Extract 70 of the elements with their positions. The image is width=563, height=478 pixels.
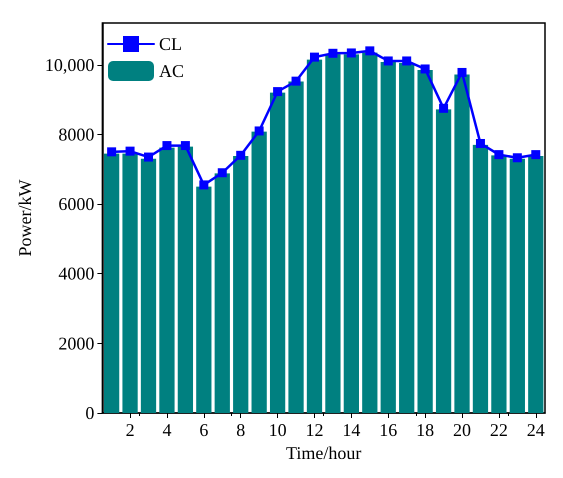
bar [344,54,359,413]
x-tick-label: 20 [453,420,472,440]
bar [122,154,138,413]
point [439,104,448,113]
x-tick-label: 6 [199,420,208,440]
bar [491,155,507,413]
bar [270,92,286,413]
bar [178,146,194,413]
bar [233,156,248,413]
point [273,87,282,96]
point [126,146,135,156]
x-tick-label: 22 [490,420,508,440]
y-tick-label: 8000 [58,124,94,144]
point [254,126,264,136]
point [144,152,154,162]
point [365,46,374,56]
x-tick-label: 16 [379,420,398,440]
y-tick-label: 2000 [58,333,94,354]
point [531,150,540,160]
bar [436,109,452,413]
point [236,150,246,160]
bar [196,186,212,413]
y-tick-label: 4000 [58,264,94,284]
point [107,147,116,156]
point [402,56,412,66]
legend-label: CL [159,34,182,54]
bar [325,54,341,413]
bar [417,70,433,413]
bar [104,154,120,413]
point [328,48,338,58]
point [292,76,301,86]
legend-label: AC [159,61,184,81]
point [218,168,227,178]
x-axis-title: Time/hour [286,442,362,463]
bar [214,173,230,413]
point [458,68,467,77]
x-tick-label: 10 [268,420,287,440]
bar [140,158,156,413]
point [420,64,430,74]
x-tick-label: 4 [162,420,172,440]
x-tick-label: 18 [416,420,434,440]
x-tick-label: 12 [305,420,324,440]
point [512,153,522,162]
bar [399,63,414,413]
point [476,138,485,148]
point [180,141,190,150]
bar [472,144,488,413]
y-axis-title: Power/kW [15,180,35,256]
point [346,48,356,58]
bar [528,156,544,413]
y-tick-label: 10,000 [44,54,94,75]
point [384,56,393,66]
point [310,52,319,62]
x-tick-label: 8 [236,420,246,440]
bar [510,158,525,413]
bar [252,132,267,413]
x-tick-label: 2 [126,420,135,440]
x-tick-label: 14 [342,420,360,440]
bar [159,148,175,413]
bar [288,82,304,413]
bar [306,60,322,413]
bar [362,52,378,413]
bar [380,62,396,413]
y-tick-label: 0 [85,403,94,423]
point [494,150,504,160]
x-tick-label: 24 [526,420,545,440]
y-tick-label: 6000 [58,194,94,214]
bar [454,74,470,413]
point [162,141,172,150]
point [199,180,208,190]
